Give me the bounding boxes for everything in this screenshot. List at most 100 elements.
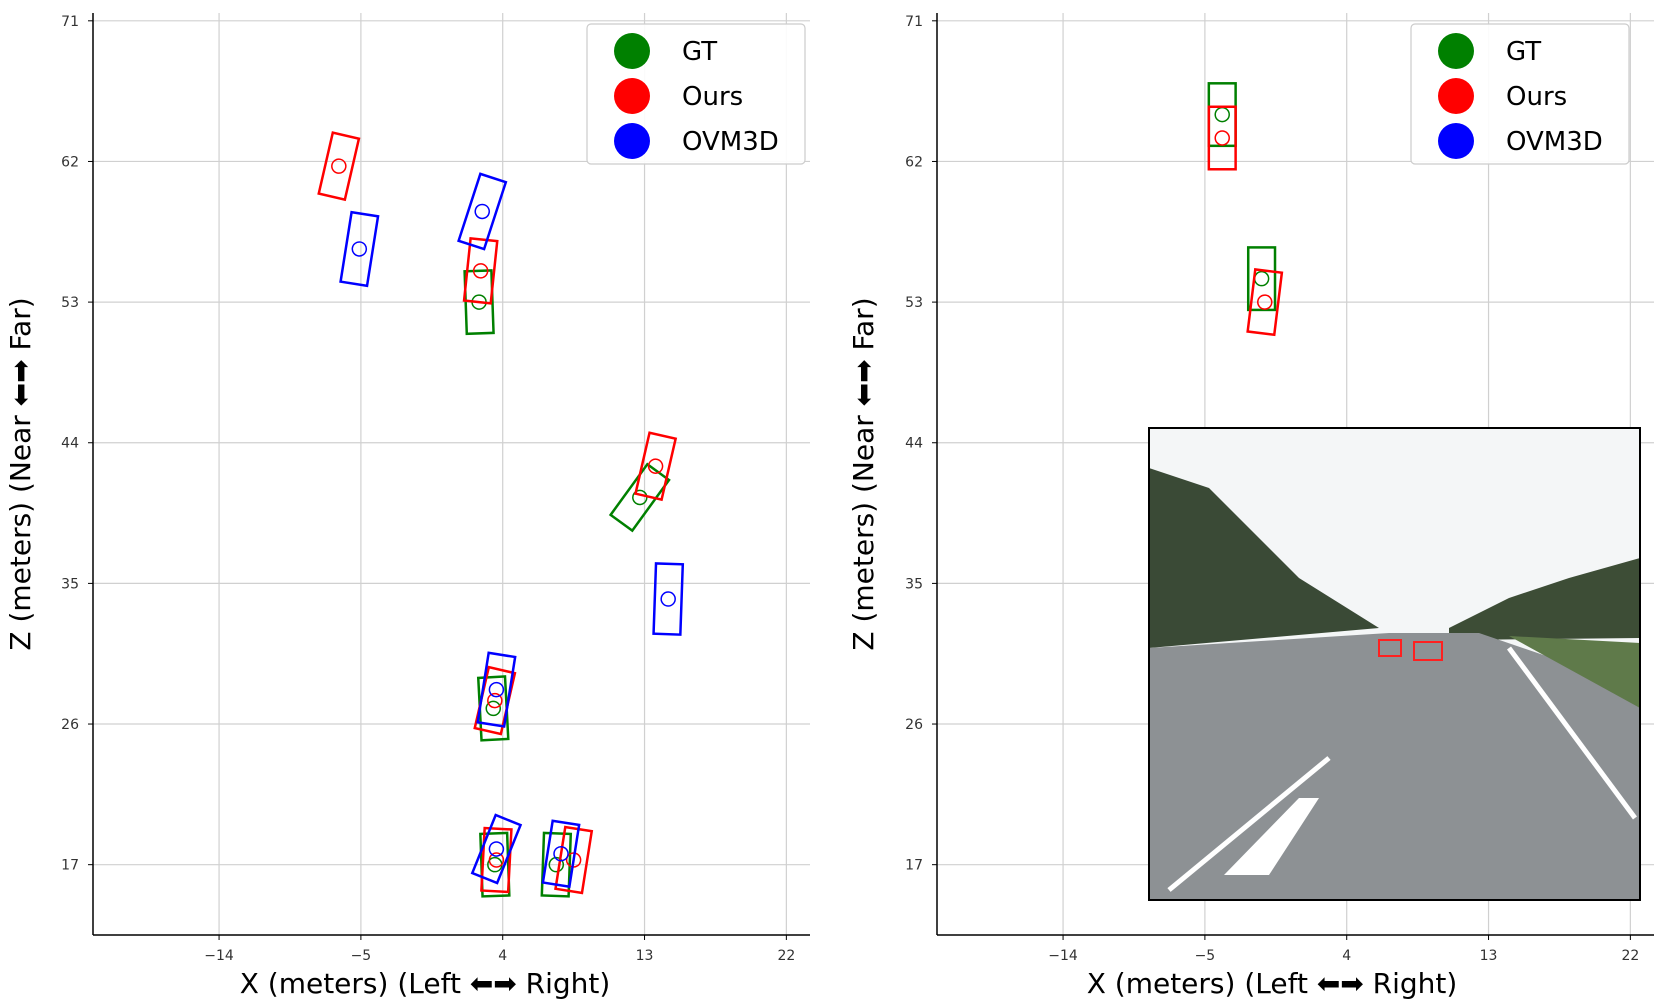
y-tick-label: 26 (61, 717, 79, 733)
x-tick-label: 4 (1342, 948, 1351, 964)
ours-box (1246, 268, 1284, 337)
y-tick-label: 71 (61, 14, 79, 30)
ovm3d-box (476, 651, 517, 728)
inset-lane-dash (1224, 798, 1319, 875)
ours-box-center (1214, 130, 1230, 146)
y-tick-label: 35 (905, 576, 923, 592)
ovm3d-box-center (474, 203, 490, 220)
gt-box-outline (463, 269, 495, 336)
ovm3d-box-center (660, 591, 676, 607)
legend-label: OVM3D (682, 127, 779, 157)
y-tick-label: 35 (61, 576, 79, 592)
ovm3d-box (541, 819, 581, 889)
ours-box-outline (1207, 105, 1237, 171)
ours-box (480, 826, 513, 894)
gt-box-center (1214, 106, 1230, 123)
ovm3d-box-outline (652, 562, 685, 636)
ovm3d-box (652, 562, 685, 636)
ours-box-center (331, 158, 347, 174)
gt-box-outline (1246, 246, 1277, 312)
y-tick-label: 17 (61, 858, 79, 874)
gt-box-center (632, 489, 648, 506)
legend-marker (614, 78, 650, 114)
legend-marker (1438, 123, 1474, 159)
x-tick-label: −5 (351, 948, 372, 964)
inset-detection-box (1378, 639, 1402, 657)
ours-box-outline (1246, 268, 1284, 337)
y-axis-label: Z (meters) (Near ⬅➡ Far) (4, 297, 37, 650)
y-tick-label: 53 (61, 295, 79, 311)
x-tick-label: −14 (204, 948, 234, 964)
left-plot-panel: −14 −5 4 13 22 17 26 35 44 53 62 71 X (meters) (Left… (4, 13, 810, 1000)
ovm3d-box (470, 813, 523, 885)
right-plot-panel: −14 −5 4 13 22 17 26 35 44 53 62 71 X (meters) (Left… (847, 13, 1654, 1000)
gt-box-center (485, 700, 502, 717)
ours-box (633, 431, 678, 502)
x-tick-label: 22 (1621, 948, 1639, 964)
x-axis-label: X (meters) (Left ⬅➡ Right) (1087, 967, 1458, 1000)
ovm3d-box (457, 172, 508, 251)
legend-label: Ours (1506, 82, 1567, 112)
ours-box (462, 236, 499, 305)
x-tick-label: 4 (498, 948, 507, 964)
y-tick-label: 53 (905, 295, 923, 311)
y-tick-label: 62 (61, 154, 79, 170)
inset-camera-image (1148, 427, 1641, 901)
ovm3d-box-outline (470, 813, 523, 885)
ours-box-center (1257, 294, 1273, 310)
ovm3d-box-outline (476, 651, 517, 728)
ours-box-center (472, 263, 489, 279)
ours-box (317, 131, 361, 202)
x-tick-label: 13 (636, 948, 654, 964)
ovm3d-box-outline (457, 172, 508, 251)
ovm3d-box-outline (339, 210, 380, 288)
y-tick-label: 44 (905, 436, 923, 452)
ours-box-outline (462, 236, 499, 305)
ours-box-center (487, 692, 503, 709)
inset-trees-right (1449, 558, 1640, 640)
gt-box-outline (479, 831, 511, 898)
y-tick-label: 26 (905, 717, 923, 733)
ours-box-outline (317, 131, 361, 202)
ovm3d-box-outline (541, 819, 581, 889)
y-axis-label: Z (meters) (Near ⬅➡ Far) (847, 297, 880, 650)
ovm3d-box-center (488, 681, 505, 698)
inset-lane-line (1167, 756, 1331, 892)
legend-label: GT (682, 37, 717, 67)
ovm3d-box (339, 210, 380, 288)
x-tick-label: 13 (1480, 948, 1498, 964)
y-tick-label: 62 (905, 154, 923, 170)
gt-box-center (1253, 270, 1270, 287)
x-tick-label: 22 (777, 948, 795, 964)
ovm3d-box-center (488, 841, 505, 857)
ovm3d-box-center (351, 241, 368, 257)
legend-label: OVM3D (1506, 127, 1603, 157)
legend-marker (614, 33, 650, 69)
y-tick-label: 71 (905, 14, 923, 30)
inset-road (1149, 633, 1640, 900)
x-tick-label: −14 (1048, 948, 1078, 964)
legend-label: Ours (682, 82, 743, 112)
legend-marker (1438, 33, 1474, 69)
legend-marker (1438, 78, 1474, 114)
gt-box (1207, 82, 1237, 148)
inset-trees-left (1149, 468, 1379, 648)
ovm3d-box-center (553, 845, 569, 862)
inset-frame (1148, 427, 1641, 901)
legend: GT Ours OVM3D (586, 23, 806, 165)
inset-grass (1509, 636, 1640, 708)
legend-marker (614, 123, 650, 159)
gt-box-outline (1207, 82, 1237, 148)
y-tick-label: 17 (905, 858, 923, 874)
x-tick-label: −5 (1195, 948, 1216, 964)
x-axis-label: X (meters) (Left ⬅➡ Right) (240, 967, 611, 1000)
gt-box-center (548, 856, 565, 873)
inset-edge-line (1506, 646, 1638, 820)
ours-box-outline (480, 826, 513, 894)
ours-box (1207, 105, 1237, 171)
inset-detection-box (1413, 641, 1443, 661)
ours-box-outline (633, 431, 678, 502)
legend-label: GT (1506, 37, 1541, 67)
ours-box-center (488, 852, 505, 868)
